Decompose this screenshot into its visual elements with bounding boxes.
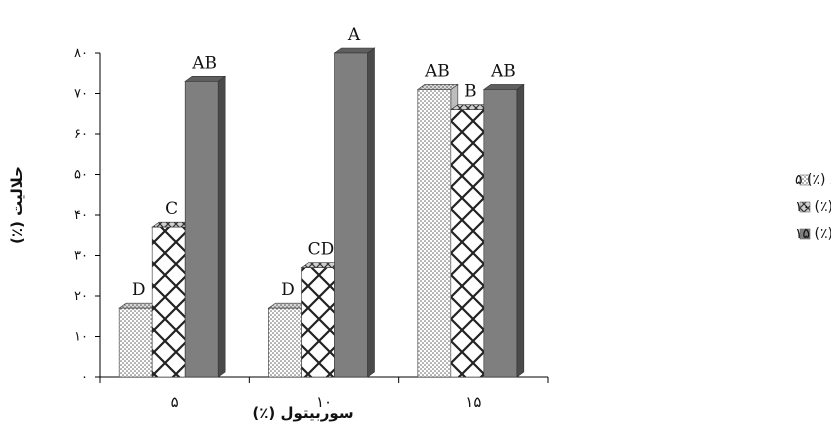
bar-label: AB — [191, 53, 217, 73]
y-tick-label: ۴۰ — [74, 208, 88, 223]
bar-label: C — [165, 199, 178, 219]
bar-top — [184, 76, 227, 82]
bar-top — [482, 84, 525, 90]
y-tick-label: ۷۰ — [74, 87, 88, 102]
bar — [118, 307, 153, 378]
bar — [301, 267, 335, 378]
y-tick-label: ۵۰ — [74, 168, 88, 183]
bar — [334, 52, 368, 378]
y-tick-label: ۰ — [81, 370, 88, 385]
legend-label: پلی اتیلن گلیکول (٪) ۱۵ — [795, 225, 831, 242]
bar-label: D — [132, 280, 146, 300]
bar — [151, 226, 186, 378]
bar-label: AB — [490, 61, 516, 81]
legend-swatch — [799, 174, 811, 186]
y-axis-title: حلالیت (٪) — [8, 166, 26, 244]
y-tick-label: ۲۰ — [74, 289, 88, 304]
bar — [268, 307, 302, 378]
plot-area: ۰ ۱۰ ۲۰ ۳۰ ۴۰ ۵۰ ۶۰ ۷۰ ۸۰ ۵ ۱۰ ۱۵ D C AB D CD A AB B AB — [74, 25, 549, 411]
bar-label: CD — [308, 240, 335, 260]
x-tick-label: ۵ — [171, 393, 179, 411]
legend-label: پلی اتیلن گلیکول (٪) ۱۰ — [795, 198, 831, 215]
bar — [450, 109, 485, 378]
legend: پلی اتیلن گلیکول (٪) ۵ پلی اتیلن گلیکول (… — [795, 171, 831, 242]
y-tick-label: ۳۰ — [74, 249, 88, 264]
bar-side — [516, 83, 525, 378]
x-axis-title: سوربیتول (٪) — [252, 404, 353, 422]
bar-top — [333, 47, 376, 54]
bar-label: D — [281, 280, 295, 300]
bar-label: A — [347, 25, 361, 45]
y-tick-label: ۶۰ — [74, 127, 88, 142]
bar-side — [367, 47, 375, 378]
legend-label: پلی اتیلن گلیکول (٪) ۵ — [795, 171, 831, 188]
bar — [184, 81, 219, 378]
bar-side — [217, 75, 226, 378]
legend-swatch — [799, 228, 811, 240]
bar-label: B — [464, 82, 477, 102]
bar-label: AB — [424, 61, 450, 81]
bar — [417, 89, 452, 378]
x-tick-label: ۱۵ — [465, 393, 481, 411]
bar — [483, 89, 518, 378]
y-tick-label: ۸۰ — [74, 46, 88, 61]
bar-top — [416, 84, 459, 90]
y-tick-label: ۱۰ — [74, 330, 88, 345]
x-tick-label: ۱۰ — [316, 393, 332, 411]
legend-swatch — [799, 201, 811, 213]
